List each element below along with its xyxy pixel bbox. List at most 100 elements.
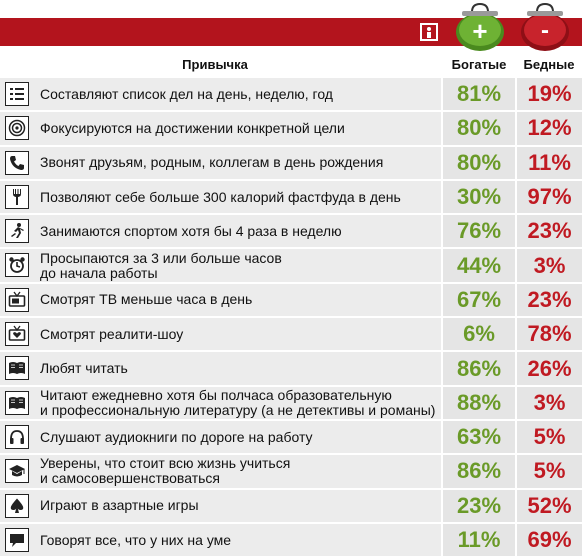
- rich-cell: 63%: [443, 420, 515, 454]
- rich-percentage: 30%: [456, 184, 502, 210]
- poor-percentage: 23%: [527, 286, 572, 312]
- poor-cell: 5%: [517, 420, 582, 454]
- rich-cell: 23%: [443, 489, 515, 522]
- habit-label: Любят читать: [40, 360, 128, 377]
- habit-label: Смотрят ТВ меньше часа в день: [40, 291, 253, 308]
- habit-cell: Любят читать: [0, 352, 441, 385]
- poor-purse-icon: -: [521, 2, 569, 51]
- habit-label: Позволяют себе больше 300 калорий фастфу…: [40, 188, 401, 205]
- phone-icon: [5, 150, 29, 175]
- habit-label: Просыпаются за 3 или больше часов до нач…: [40, 249, 282, 281]
- habit-column-header: Привычка: [182, 57, 248, 72]
- rich-cell: 44%: [443, 249, 515, 282]
- rich-percentage: 76%: [456, 218, 502, 244]
- habit-label: Играют в азартные игры: [40, 497, 199, 514]
- table-row: Говорят все, что у них на уме 11% 69%: [0, 523, 582, 559]
- habit-cell: Просыпаются за 3 или больше часов до нач…: [0, 249, 441, 282]
- table-row: Читают ежедневно хотя бы полчаса образов…: [0, 386, 582, 421]
- rich-percentage: 86%: [456, 355, 502, 381]
- habit-cell: Смотрят ТВ меньше часа в день: [0, 283, 441, 317]
- rich-cell: 6%: [443, 318, 515, 351]
- table-row: Позволяют себе больше 300 калорий фастфу…: [0, 180, 582, 216]
- poor-percentage: 11%: [528, 149, 571, 175]
- habit-cell: Слушают аудиокниги по дороге на работу: [0, 420, 441, 454]
- table-row: Фокусируются на достижении конкретной це…: [0, 112, 582, 147]
- rich-percentage: 11%: [457, 527, 501, 552]
- table-row: Занимаются спортом хотя бы 4 раза в неде…: [0, 215, 582, 250]
- table-row: Смотрят ТВ меньше часа в день 67% 23%: [0, 283, 582, 319]
- rich-cell: 86%: [443, 455, 515, 488]
- rich-percentage: 80%: [456, 115, 502, 141]
- rich-percentage: 23%: [456, 492, 502, 518]
- headphones-icon: [5, 424, 29, 449]
- poor-cell: 3%: [517, 249, 582, 282]
- habit-label: Смотрят реалити-шоу: [40, 325, 184, 342]
- table-row: Просыпаются за 3 или больше часов до нач…: [0, 249, 582, 284]
- table-header: Привычка Богатые Бедные: [0, 54, 582, 76]
- table-row: Играют в азартные игры 23% 52%: [0, 489, 582, 524]
- info-stand-icon: [420, 23, 438, 41]
- habit-label: Фокусируются на достижении конкретной це…: [40, 119, 345, 136]
- poor-percentage: 26%: [527, 355, 572, 381]
- poor-percentage: 12%: [527, 115, 572, 141]
- table-row: Смотрят реалити-шоу 6% 78%: [0, 318, 582, 353]
- tv-icon: [5, 287, 29, 312]
- table-row: Уверены, что стоит всю жизнь учиться и с…: [0, 455, 582, 490]
- poor-percentage: 5%: [533, 458, 566, 484]
- rich-cell: 11%: [443, 523, 515, 557]
- habit-cell: Читают ежедневно хотя бы полчаса образов…: [0, 386, 441, 419]
- rich-percentage: 80%: [456, 149, 502, 175]
- spade-icon: [5, 493, 29, 518]
- rich-percentage: 86%: [456, 458, 502, 484]
- poor-column-header: Бедные: [523, 57, 575, 72]
- book-icon: [5, 390, 29, 415]
- habit-cell: Уверены, что стоит всю жизнь учиться и с…: [0, 455, 441, 488]
- poor-percentage: 19%: [527, 81, 572, 107]
- poor-cell: 12%: [517, 112, 582, 145]
- habit-cell: Говорят все, что у них на уме: [0, 523, 441, 557]
- habit-cell: Смотрят реалити-шоу: [0, 318, 441, 351]
- rich-cell: 76%: [443, 215, 515, 248]
- runner-icon: [5, 219, 29, 244]
- poor-cell: 52%: [517, 489, 582, 522]
- habit-label: Слушают аудиокниги по дороге на работу: [40, 428, 313, 445]
- poor-percentage: 78%: [527, 321, 572, 347]
- habit-cell: Играют в азартные игры: [0, 489, 441, 522]
- rich-purse-icon: +: [456, 2, 504, 51]
- rich-percentage: 67%: [456, 286, 502, 312]
- fork-icon: [5, 184, 29, 209]
- poor-cell: 3%: [517, 386, 582, 419]
- rich-column-header: Богатые: [451, 57, 507, 72]
- habit-label: Говорят все, что у них на уме: [40, 531, 232, 548]
- rich-percentage: 81%: [456, 81, 502, 107]
- poor-percentage: 23%: [527, 218, 572, 244]
- habit-cell: Занимаются спортом хотя бы 4 раза в неде…: [0, 215, 441, 248]
- minus-sign: -: [541, 17, 549, 44]
- rich-cell: 81%: [443, 78, 515, 111]
- poor-percentage: 3%: [533, 389, 566, 415]
- poor-percentage: 52%: [527, 492, 572, 518]
- poor-cell: 5%: [517, 455, 582, 488]
- habit-cell: Фокусируются на достижении конкретной це…: [0, 112, 441, 145]
- habit-label: Читают ежедневно хотя бы полчаса образов…: [40, 386, 436, 418]
- poor-percentage: 5%: [533, 424, 566, 450]
- rich-cell: 67%: [443, 283, 515, 317]
- rich-cell: 88%: [443, 386, 515, 419]
- poor-cell: 69%: [517, 523, 582, 557]
- habit-cell: Составляют список дел на день, неделю, г…: [0, 78, 441, 111]
- table-row: Составляют список дел на день, неделю, г…: [0, 78, 582, 113]
- habit-label: Составляют список дел на день, неделю, г…: [40, 85, 333, 102]
- habit-label: Звонят друзьям, родным, коллегам в день …: [40, 154, 384, 171]
- book-icon: [5, 356, 29, 381]
- rich-percentage: 6%: [463, 321, 495, 347]
- poor-cell: 11%: [517, 146, 582, 179]
- graduation-cap-icon: [5, 459, 29, 484]
- poor-cell: 97%: [517, 180, 582, 214]
- poor-cell: 23%: [517, 283, 582, 317]
- table-row: Слушают аудиокниги по дороге на работу 63…: [0, 420, 582, 456]
- rich-cell: 80%: [443, 112, 515, 145]
- table-row: Звонят друзьям, родным, коллегам в день …: [0, 146, 582, 181]
- rich-cell: 80%: [443, 146, 515, 179]
- speech-bubble-icon: [5, 527, 29, 552]
- habit-label: Занимаются спортом хотя бы 4 раза в неде…: [40, 222, 342, 239]
